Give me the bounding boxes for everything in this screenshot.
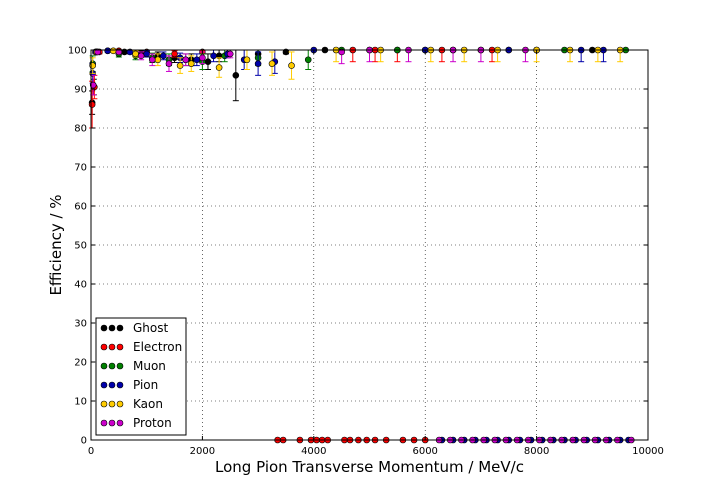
- y-tick-label: 10: [74, 397, 87, 408]
- legend-marker: [108, 343, 116, 351]
- legend-entry-proton: Proton: [100, 416, 172, 430]
- data-point: [160, 52, 167, 60]
- legend-marker: [116, 343, 124, 351]
- legend-entry-pion: Pion: [100, 378, 158, 392]
- data-point: [143, 50, 150, 58]
- data-point: [154, 56, 162, 64]
- data-point: [165, 60, 173, 67]
- legend: Ghost Electron Muon Pion Kaon Proton: [95, 317, 187, 436]
- legend-entries: Ghost Electron Muon Pion Kaon Proton: [100, 321, 182, 430]
- y-tick-label: 70: [74, 163, 87, 174]
- y-tick-label: 90: [74, 85, 87, 96]
- legend-box: [95, 317, 187, 436]
- y-axis-label: Efficiency / %: [47, 194, 65, 295]
- legend-label: Muon: [133, 359, 166, 373]
- data-point: [109, 47, 117, 55]
- legend-marker: [108, 400, 116, 408]
- y-tick-label: 30: [74, 319, 87, 330]
- data-point: [137, 52, 145, 60]
- legend-marker: [108, 419, 116, 427]
- data-point: [215, 64, 223, 71]
- y-tick-label: 0: [81, 436, 87, 447]
- legend-marker: [100, 381, 108, 389]
- data-point: [88, 101, 96, 108]
- legend-marker: [108, 381, 116, 389]
- data-point: [254, 60, 262, 67]
- legend-marker: [116, 381, 124, 389]
- data-point: [304, 56, 312, 64]
- x-tick-label: 2000: [190, 446, 215, 457]
- data-point: [187, 60, 195, 67]
- legend-label: Ghost: [133, 321, 168, 335]
- data-point: [199, 54, 206, 62]
- legend-marker: [100, 400, 108, 408]
- legend-marker: [100, 324, 108, 332]
- legend-label: Pion: [133, 378, 158, 392]
- data-point: [226, 50, 234, 58]
- data-point: [204, 58, 212, 66]
- legend-marker: [100, 419, 108, 427]
- y-tick-label: 40: [74, 280, 87, 291]
- legend-marker: [116, 324, 124, 332]
- x-tick-label: 0: [88, 446, 94, 457]
- data-point: [182, 56, 189, 64]
- series-proton: [89, 46, 635, 444]
- data-point: [243, 56, 251, 64]
- x-axis-label: Long Pion Transverse Momentum / MeV/c: [215, 458, 524, 476]
- legend-entry-kaon: Kaon: [100, 397, 163, 411]
- data-point: [104, 47, 112, 55]
- x-tick-label: 4000: [301, 446, 326, 457]
- data-point: [193, 56, 201, 64]
- legend-marker: [108, 324, 116, 332]
- x-tick-label: 6000: [412, 446, 437, 457]
- data-point: [148, 56, 156, 64]
- ticks: 0 2000 4000 6000 8000 10000 0 10 20 30 40 50 60 70 80 9…: [68, 46, 664, 458]
- grid: [91, 50, 648, 440]
- legend-marker: [116, 400, 124, 408]
- data-point: [268, 60, 276, 67]
- data-point: [132, 50, 139, 58]
- data-point: [176, 62, 184, 69]
- data-point: [232, 72, 240, 79]
- data-point: [89, 81, 97, 89]
- legend-entry-electron: Electron: [100, 340, 182, 354]
- y-tick-label: 80: [74, 124, 87, 135]
- legend-marker: [100, 343, 108, 351]
- data-point: [288, 62, 295, 69]
- y-tick-label: 20: [74, 358, 87, 369]
- legend-marker: [108, 362, 116, 370]
- y-tick-label: 50: [74, 241, 87, 252]
- legend-label: Electron: [133, 340, 182, 354]
- y-tick-label: 60: [74, 202, 87, 213]
- y-tick-label: 100: [68, 46, 87, 57]
- data-point: [171, 50, 178, 58]
- legend-label: Kaon: [133, 397, 163, 411]
- legend-marker: [116, 419, 124, 427]
- legend-marker: [100, 362, 108, 370]
- legend-label: Proton: [133, 416, 172, 430]
- x-tick-label: 8000: [524, 446, 549, 457]
- data-point: [210, 52, 217, 60]
- legend-marker: [116, 362, 124, 370]
- x-tick-label: 10000: [632, 446, 664, 457]
- legend-entry-ghost: Ghost: [100, 321, 168, 335]
- legend-entry-muon: Muon: [100, 359, 166, 373]
